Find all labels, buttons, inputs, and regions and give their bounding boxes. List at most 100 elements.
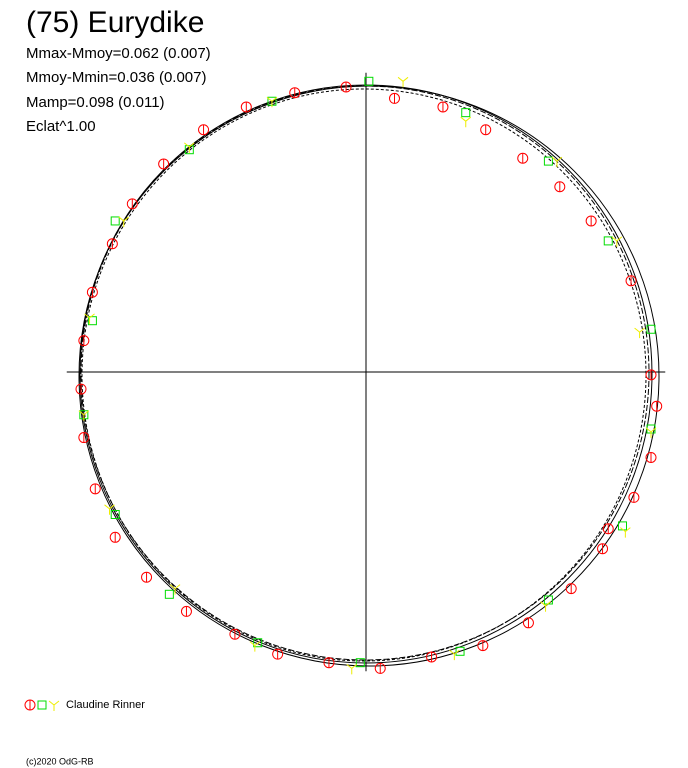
data-point: [78, 335, 90, 347]
annotation: Mmoy-Mmin=0.036 (0.007): [26, 69, 206, 86]
marker-square: [184, 145, 194, 155]
data-point: [272, 648, 284, 660]
marker-star: [118, 216, 130, 227]
data-point: [253, 638, 263, 648]
data-point: [603, 236, 613, 246]
data-point: [141, 571, 153, 583]
data-point: [78, 410, 90, 421]
data-point: [645, 369, 657, 381]
legend-label: Claudine Rinner: [66, 699, 145, 711]
data-point: [75, 383, 87, 395]
data-point: [84, 313, 95, 324]
data-point: [565, 583, 577, 595]
data-point: [346, 664, 358, 675]
data-point: [540, 601, 551, 612]
data-point: [164, 589, 174, 599]
data-point: [585, 215, 597, 227]
data-point: [158, 158, 170, 170]
data-point: [183, 142, 195, 153]
data-point: [109, 531, 121, 543]
data-point: [249, 641, 261, 652]
data-point: [198, 124, 210, 136]
marker-square: [461, 108, 471, 118]
data-point: [554, 181, 566, 193]
data-point: [229, 628, 241, 640]
data-point: [628, 491, 640, 503]
marker-square: [603, 236, 613, 246]
marker-star: [48, 700, 60, 711]
data-point: [374, 662, 386, 674]
model-curves: [78, 84, 660, 667]
marker-star: [449, 649, 460, 661]
data-point: [645, 452, 657, 463]
data-point: [634, 327, 645, 339]
marker-square: [364, 76, 374, 86]
annotation: Eclat^1.00: [26, 118, 96, 135]
data-point: [449, 649, 460, 661]
data-point: [480, 124, 492, 136]
marker-star: [346, 664, 358, 675]
data-point: [87, 316, 97, 326]
marker-star: [611, 236, 623, 247]
data-point: [551, 156, 563, 168]
data-point: [522, 617, 534, 629]
data-point: [460, 116, 472, 128]
data-point: [426, 651, 438, 663]
data-point: [110, 510, 120, 519]
marker-square: [543, 156, 553, 166]
data-point: [620, 527, 631, 538]
data-point: [110, 216, 120, 226]
legend-marker: [37, 700, 47, 710]
marker-star: [460, 116, 472, 128]
data-point: [184, 145, 194, 155]
annotation: Mamp=0.098 (0.011): [26, 94, 165, 111]
legend-marker: [48, 700, 60, 711]
data-point: [355, 658, 365, 668]
data-point: [126, 198, 138, 210]
data-point: [602, 523, 614, 535]
marker-square: [253, 638, 263, 648]
marker-star: [540, 601, 551, 612]
data-point: [364, 76, 374, 86]
data-point: [397, 76, 409, 88]
data-point: [389, 92, 400, 104]
data-point: [89, 483, 101, 495]
data-point: [543, 156, 553, 166]
data-point: [266, 96, 278, 108]
marker-square: [87, 316, 97, 326]
marker-star: [645, 427, 657, 438]
marker-star: [397, 76, 409, 88]
marker-star: [169, 584, 181, 595]
data-point: [240, 101, 252, 113]
data-point: [651, 400, 663, 412]
data-point: [646, 324, 656, 334]
data-point: [106, 238, 118, 250]
marker-square: [455, 646, 465, 656]
data-point: [340, 81, 352, 93]
marker-square: [355, 658, 365, 668]
data-point: [169, 584, 181, 595]
model-curve: [81, 88, 647, 662]
data-point: [104, 504, 115, 515]
marker-star: [634, 327, 645, 339]
annotation: Mmax-Mmoy=0.062 (0.007): [26, 45, 211, 62]
data-point: [289, 87, 301, 99]
marker-square: [164, 589, 174, 599]
marker-star: [84, 313, 95, 324]
model-curve: [80, 85, 650, 661]
marker-star: [551, 156, 563, 168]
data-point: [86, 286, 98, 298]
marker-star: [620, 527, 631, 538]
footer: (c)2020 OdG-RB: [26, 756, 94, 766]
legend-marker: [24, 699, 36, 711]
data-point: [625, 275, 637, 287]
marker-star: [78, 410, 90, 421]
marker-square: [110, 216, 120, 226]
marker-star: [104, 504, 115, 515]
data-point: [477, 640, 489, 652]
marker-square: [37, 700, 47, 710]
data-point: [437, 101, 449, 113]
data-point: [517, 152, 529, 164]
data-point: [645, 427, 657, 438]
